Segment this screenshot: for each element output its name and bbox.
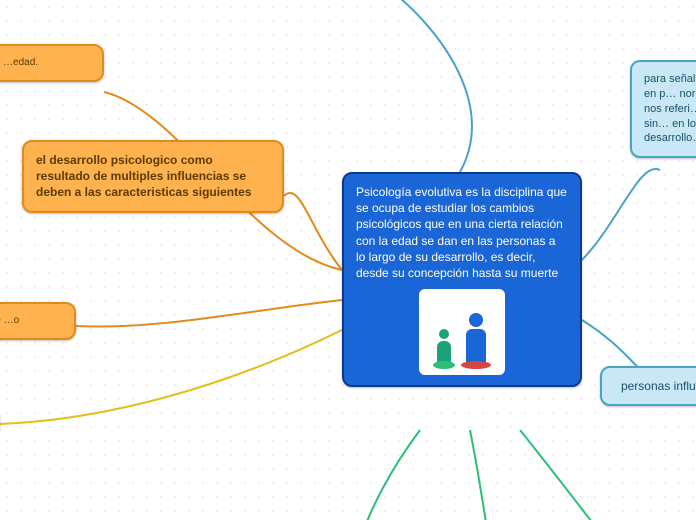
node-blue-2[interactable]: personas influyentes bbox=[600, 366, 696, 406]
node-blue-1[interactable]: para señalar… de edad, en p… normalment…… bbox=[630, 60, 696, 158]
node-orange-2[interactable]: el desarrollo psicologico como resultado… bbox=[22, 140, 284, 213]
connector bbox=[520, 430, 610, 520]
node-orange-1[interactable]: …ambios …edad. bbox=[0, 44, 104, 82]
node-blue-2-text: personas influyentes bbox=[621, 379, 696, 393]
connector bbox=[76, 300, 342, 327]
connector bbox=[360, 430, 420, 520]
connector bbox=[582, 169, 660, 260]
connector bbox=[470, 430, 490, 520]
connector bbox=[284, 193, 342, 270]
node-blue-1-text: para señalar… de edad, en p… normalment…… bbox=[644, 73, 696, 144]
central-text: Psicología evolutiva es la disciplina qu… bbox=[356, 184, 568, 281]
central-node[interactable]: Psicología evolutiva es la disciplina qu… bbox=[342, 172, 582, 387]
connector bbox=[0, 330, 342, 424]
node-orange-1-text: …ambios …edad. bbox=[0, 57, 38, 68]
node-orange-2-text: el desarrollo psicologico como resultado… bbox=[36, 153, 251, 199]
central-icon bbox=[419, 289, 505, 375]
node-orange-3-text: …mas de …o bbox=[0, 315, 19, 326]
node-orange-3[interactable]: …mas de …o bbox=[0, 302, 76, 340]
connector bbox=[390, 0, 472, 172]
